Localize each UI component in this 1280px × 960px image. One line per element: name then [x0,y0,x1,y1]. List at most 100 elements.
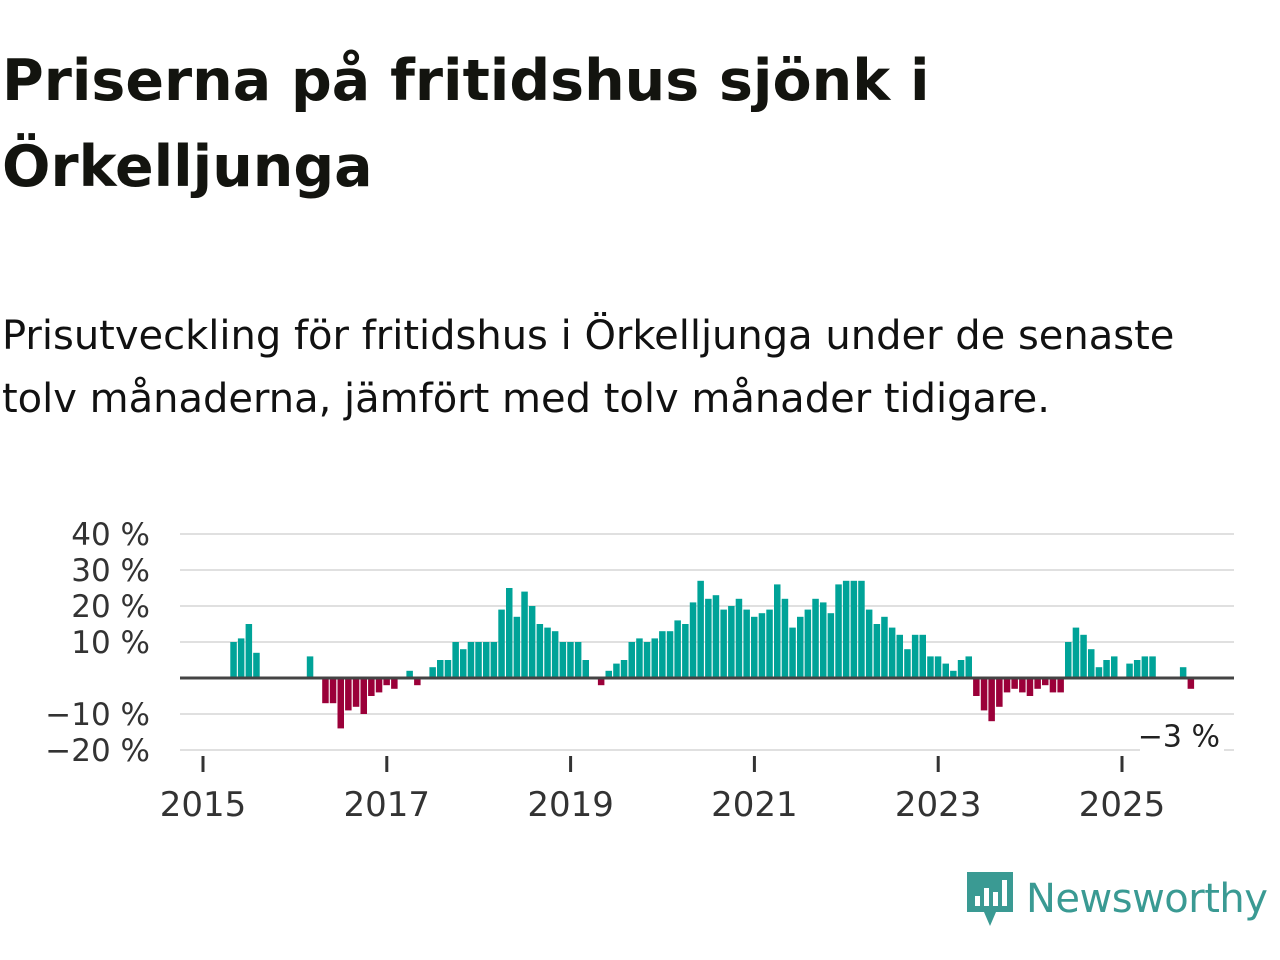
value-label-background [1140,716,1224,753]
bar [475,642,482,678]
x-tick-label: 2015 [160,785,247,825]
bar [406,670,413,678]
bar [1141,656,1149,678]
bar [1133,660,1141,678]
bar [865,609,873,678]
bar [965,656,972,678]
bar [743,609,750,678]
bar [245,624,253,678]
bar [306,656,314,678]
bar [574,642,582,678]
bar-chart: 40 %30 %20 %10 % −10 %−20 % 2015 2017 2019 20… [45,517,1234,825]
bar [643,642,651,678]
bar [337,678,344,729]
bar [980,678,988,711]
bar [360,678,367,714]
bar [544,627,551,678]
bar [521,591,528,678]
bar [1065,642,1072,678]
bar [1003,678,1011,693]
bar [1103,660,1110,678]
bar [329,678,337,704]
bar [720,609,727,678]
bar [996,678,1003,707]
bar [352,678,360,707]
bar [1011,678,1018,689]
bar [1111,656,1118,678]
bar [1019,678,1026,693]
bar [973,678,980,696]
bar [1149,656,1156,678]
bar [483,642,490,678]
bar [253,652,260,678]
bar [758,613,766,678]
bar [842,580,850,678]
bar [437,660,444,678]
bar [705,598,712,678]
bar [597,678,605,686]
bar [712,595,720,678]
bar [957,660,965,678]
bar [804,609,812,678]
bar [620,660,628,678]
bar [919,634,926,678]
bar [781,598,789,678]
bar [322,678,329,704]
bar [697,580,704,678]
y-tick-label: 20 % [71,589,150,625]
bar [766,609,773,678]
bar [1057,678,1064,693]
bar [904,649,911,678]
bar [368,678,375,696]
newsworthy-logo: Newsworthy [964,868,1268,930]
axes: 40 %30 %20 %10 % −10 %−20 % 2015 2017 2019 20… [45,517,1234,825]
bar [659,631,666,678]
bar [375,678,383,693]
newsworthy-logo-icon [967,872,1013,926]
bar [1187,678,1195,689]
bar [850,580,858,678]
bar [345,678,352,711]
bar [927,656,934,678]
y-tick-label: 30 % [71,553,150,589]
bar [551,631,559,678]
bar [460,649,467,678]
bar [528,606,536,678]
bar [666,631,674,678]
bar [444,660,452,678]
bar [559,642,567,678]
bar [567,642,574,678]
y-tick-label: −10 % [45,697,150,733]
bar [735,598,743,678]
bar [911,634,919,678]
bar [873,624,881,678]
bar [513,616,521,678]
bar [628,642,635,678]
bar [774,584,781,678]
bar [490,642,498,678]
bar [651,638,658,678]
bar [1049,678,1057,693]
bars [230,580,1195,729]
bar [1088,649,1095,678]
bar [682,624,689,678]
bar [789,627,796,678]
bar [1034,678,1041,689]
bar [383,678,390,686]
bar [237,638,245,678]
bar [1042,678,1049,686]
bar [1080,634,1087,678]
bar [498,609,505,678]
bar [1179,667,1187,678]
bar [950,670,957,678]
y-tick-label: 10 % [71,625,150,661]
bar [888,627,896,678]
bar [613,663,620,678]
bar [1026,678,1034,696]
bar [881,616,888,678]
chart-subtitle: Prisutveckling för fritidshus i Örkellju… [2,313,1175,422]
bar [1126,663,1133,678]
x-tick-label: 2025 [1079,785,1166,825]
bar [896,634,903,678]
bar [636,638,643,678]
